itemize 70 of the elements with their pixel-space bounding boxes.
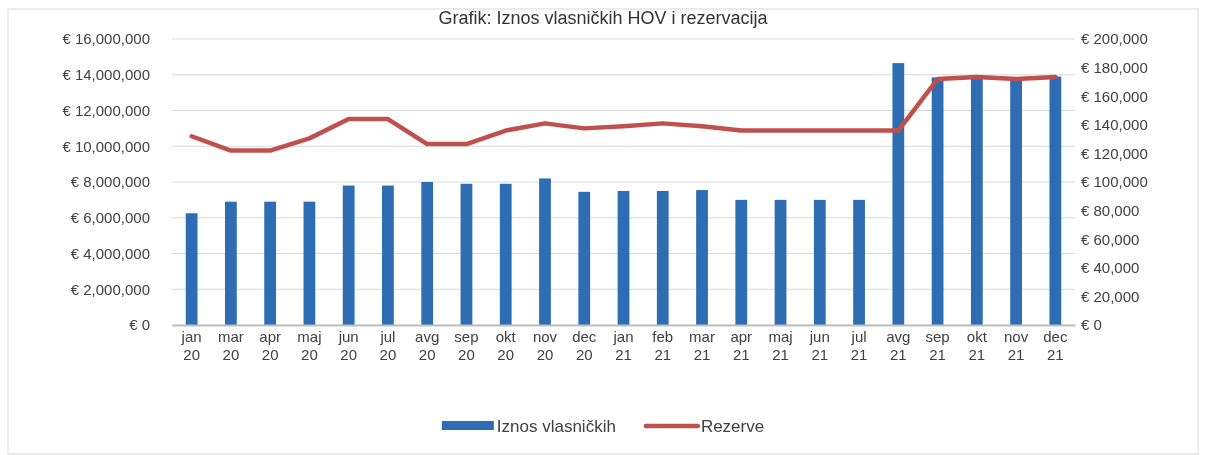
x-tick-label: jun 20 xyxy=(337,327,359,364)
bar xyxy=(303,201,316,325)
x-tick-label: jul 20 xyxy=(379,327,397,364)
y-tick-label: € 2,000,000 xyxy=(70,280,150,298)
bar xyxy=(264,201,277,325)
line-series xyxy=(189,74,1058,153)
y2-tick-label: € 60,000 xyxy=(1081,230,1140,248)
y-tick-label: € 16,000,000 xyxy=(62,30,150,48)
bar xyxy=(539,178,551,325)
x-tick-label: sep 20 xyxy=(454,327,479,364)
bar xyxy=(1010,78,1022,325)
y2-tick-label: € 80,000 xyxy=(1081,201,1140,219)
bar xyxy=(656,190,669,325)
x-tick-label: jan 21 xyxy=(612,327,634,364)
x-tick-label: jul 21 xyxy=(850,327,868,364)
x-tick-label: nov 20 xyxy=(532,327,558,364)
y2-tick-label: € 120,000 xyxy=(1081,144,1148,162)
x-tick-label: jun 21 xyxy=(808,327,830,364)
bar xyxy=(185,213,198,325)
bar xyxy=(970,77,983,325)
y2-tick-label: € 100,000 xyxy=(1081,173,1148,191)
x-tick-label: mar 20 xyxy=(217,327,244,364)
y2-tick-label: € 180,000 xyxy=(1081,58,1148,76)
x-tick-label: avg 20 xyxy=(415,327,440,364)
bar xyxy=(460,183,473,325)
x-tick-label: okt 20 xyxy=(495,327,517,364)
x-tick-label: maj 21 xyxy=(768,327,793,364)
legend-label: Iznos vlasničkih xyxy=(496,417,616,436)
x-tick-label: jan 20 xyxy=(180,327,202,364)
x-tick-label: okt 21 xyxy=(966,327,988,364)
x-tick-label: maj 20 xyxy=(297,327,322,364)
bar xyxy=(342,185,355,325)
x-tick-label: apr 21 xyxy=(730,327,753,364)
bar xyxy=(225,201,237,325)
x-tick-label: sep 21 xyxy=(925,327,950,364)
bar xyxy=(617,190,630,325)
y2-tick-label: € 200,000 xyxy=(1081,30,1148,48)
bar xyxy=(931,77,944,325)
y-tick-label: € 4,000,000 xyxy=(70,244,150,262)
bar xyxy=(774,199,787,325)
y2-tick-label: € 40,000 xyxy=(1081,259,1140,277)
y2-tick-label: € 160,000 xyxy=(1081,87,1148,105)
y2-tick-label: € 0 xyxy=(1081,316,1102,334)
y-tick-label: € 0 xyxy=(129,316,150,334)
y-tick-label: € 12,000,000 xyxy=(62,101,150,119)
y-tick-label: € 14,000,000 xyxy=(62,66,150,84)
bar xyxy=(499,183,512,325)
bar xyxy=(853,199,865,325)
x-tick-label: nov 21 xyxy=(1004,327,1029,364)
y-tick-label: € 8,000,000 xyxy=(70,173,150,191)
bar xyxy=(735,199,748,325)
x-tick-label: feb 21 xyxy=(652,327,674,364)
bar xyxy=(1049,76,1062,325)
bar xyxy=(892,63,905,325)
legend-label: Rezerve xyxy=(700,417,765,436)
y-tick-label: € 10,000,000 xyxy=(62,137,150,155)
bar xyxy=(382,185,394,325)
x-tick-label: apr 20 xyxy=(259,327,281,364)
bar xyxy=(578,191,591,325)
bar xyxy=(696,190,708,325)
y2-tick-label: € 140,000 xyxy=(1081,116,1148,134)
x-tick-label: avg 21 xyxy=(886,327,911,364)
y2-tick-label: € 20,000 xyxy=(1081,287,1140,305)
bar xyxy=(421,182,434,325)
x-tick-label: dec 20 xyxy=(572,327,597,364)
y-tick-label: € 6,000,000 xyxy=(70,209,150,227)
chart-title: Grafik: Iznos vlasničkih HOV i rezervacija xyxy=(438,8,769,28)
x-tick-label: mar 21 xyxy=(689,327,715,364)
x-tick-label: dec 21 xyxy=(1043,327,1068,364)
bar xyxy=(813,199,826,325)
